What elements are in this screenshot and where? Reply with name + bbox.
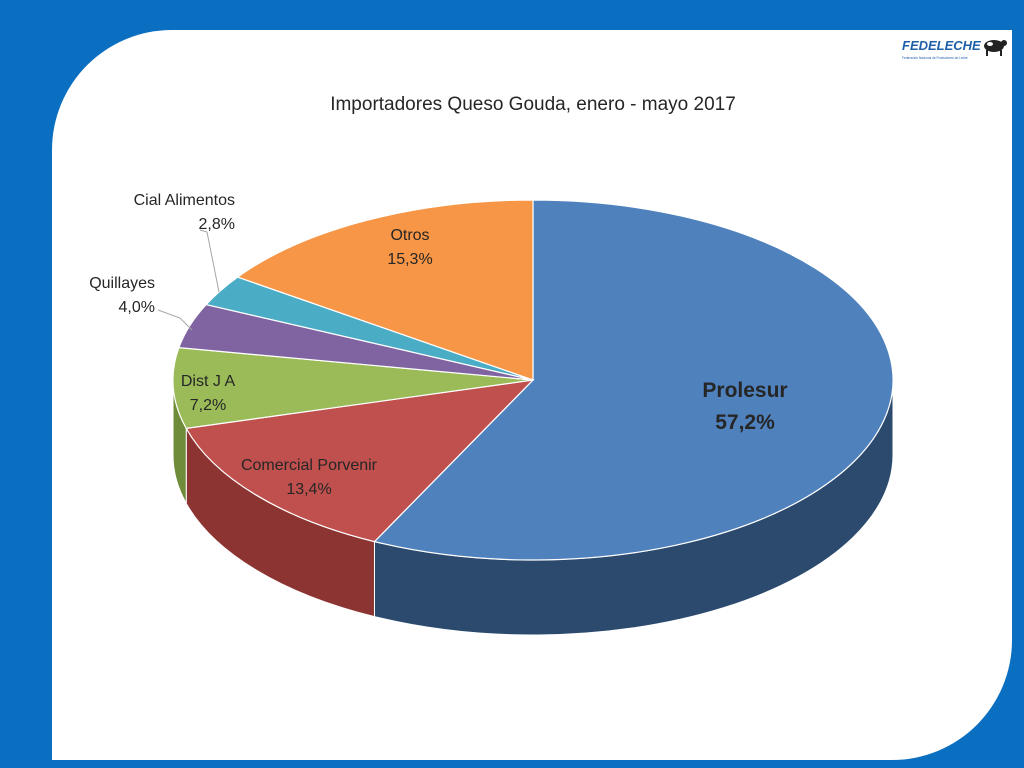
logo-subtitle: Federación Nacional de Productores de Le… xyxy=(902,56,968,60)
slice-value-quillayes: 4,0% xyxy=(119,299,155,316)
slice-prolesur xyxy=(373,199,894,561)
slice-label-otros: Otros xyxy=(390,227,429,244)
logo-text: FEDELECHE xyxy=(902,38,981,53)
slice-comercial-porvenir xyxy=(185,379,535,543)
chart-title: Importadores Queso Gouda, enero - mayo 2… xyxy=(330,94,736,115)
slice-labels: Prolesur 57,2% Comercial Porvenir 13,4% Dist… xyxy=(89,192,787,498)
slice-dist-j-a xyxy=(172,346,534,430)
slice-value-otros: 15,3% xyxy=(387,251,432,268)
pie-tops xyxy=(172,199,894,561)
slice-value-comercial-porvenir: 13,4% xyxy=(286,481,331,498)
slice-otros xyxy=(236,199,534,381)
cow-icon xyxy=(984,40,1007,56)
slice-value-cial-alimentos: 2,8% xyxy=(199,216,235,233)
leader-lines xyxy=(157,229,220,331)
leader-line-quillayes xyxy=(157,309,193,331)
slice-label-dist-j-a: Dist J A xyxy=(181,373,236,390)
fedeleche-logo: FEDELECHE Federación Nacional de Product… xyxy=(902,38,1007,60)
slice-label-prolesur: Prolesur xyxy=(702,379,787,402)
leader-line-cial-alimentos xyxy=(199,229,220,293)
slice-label-comercial-porvenir: Comercial Porvenir xyxy=(241,457,378,474)
slice-label-cial-alimentos: Cial Alimentos xyxy=(134,192,235,209)
slice-value-dist-j-a: 7,2% xyxy=(190,397,226,414)
slice-label-quillayes: Quillayes xyxy=(89,275,155,292)
slice-value-prolesur: 57,2% xyxy=(715,411,775,434)
